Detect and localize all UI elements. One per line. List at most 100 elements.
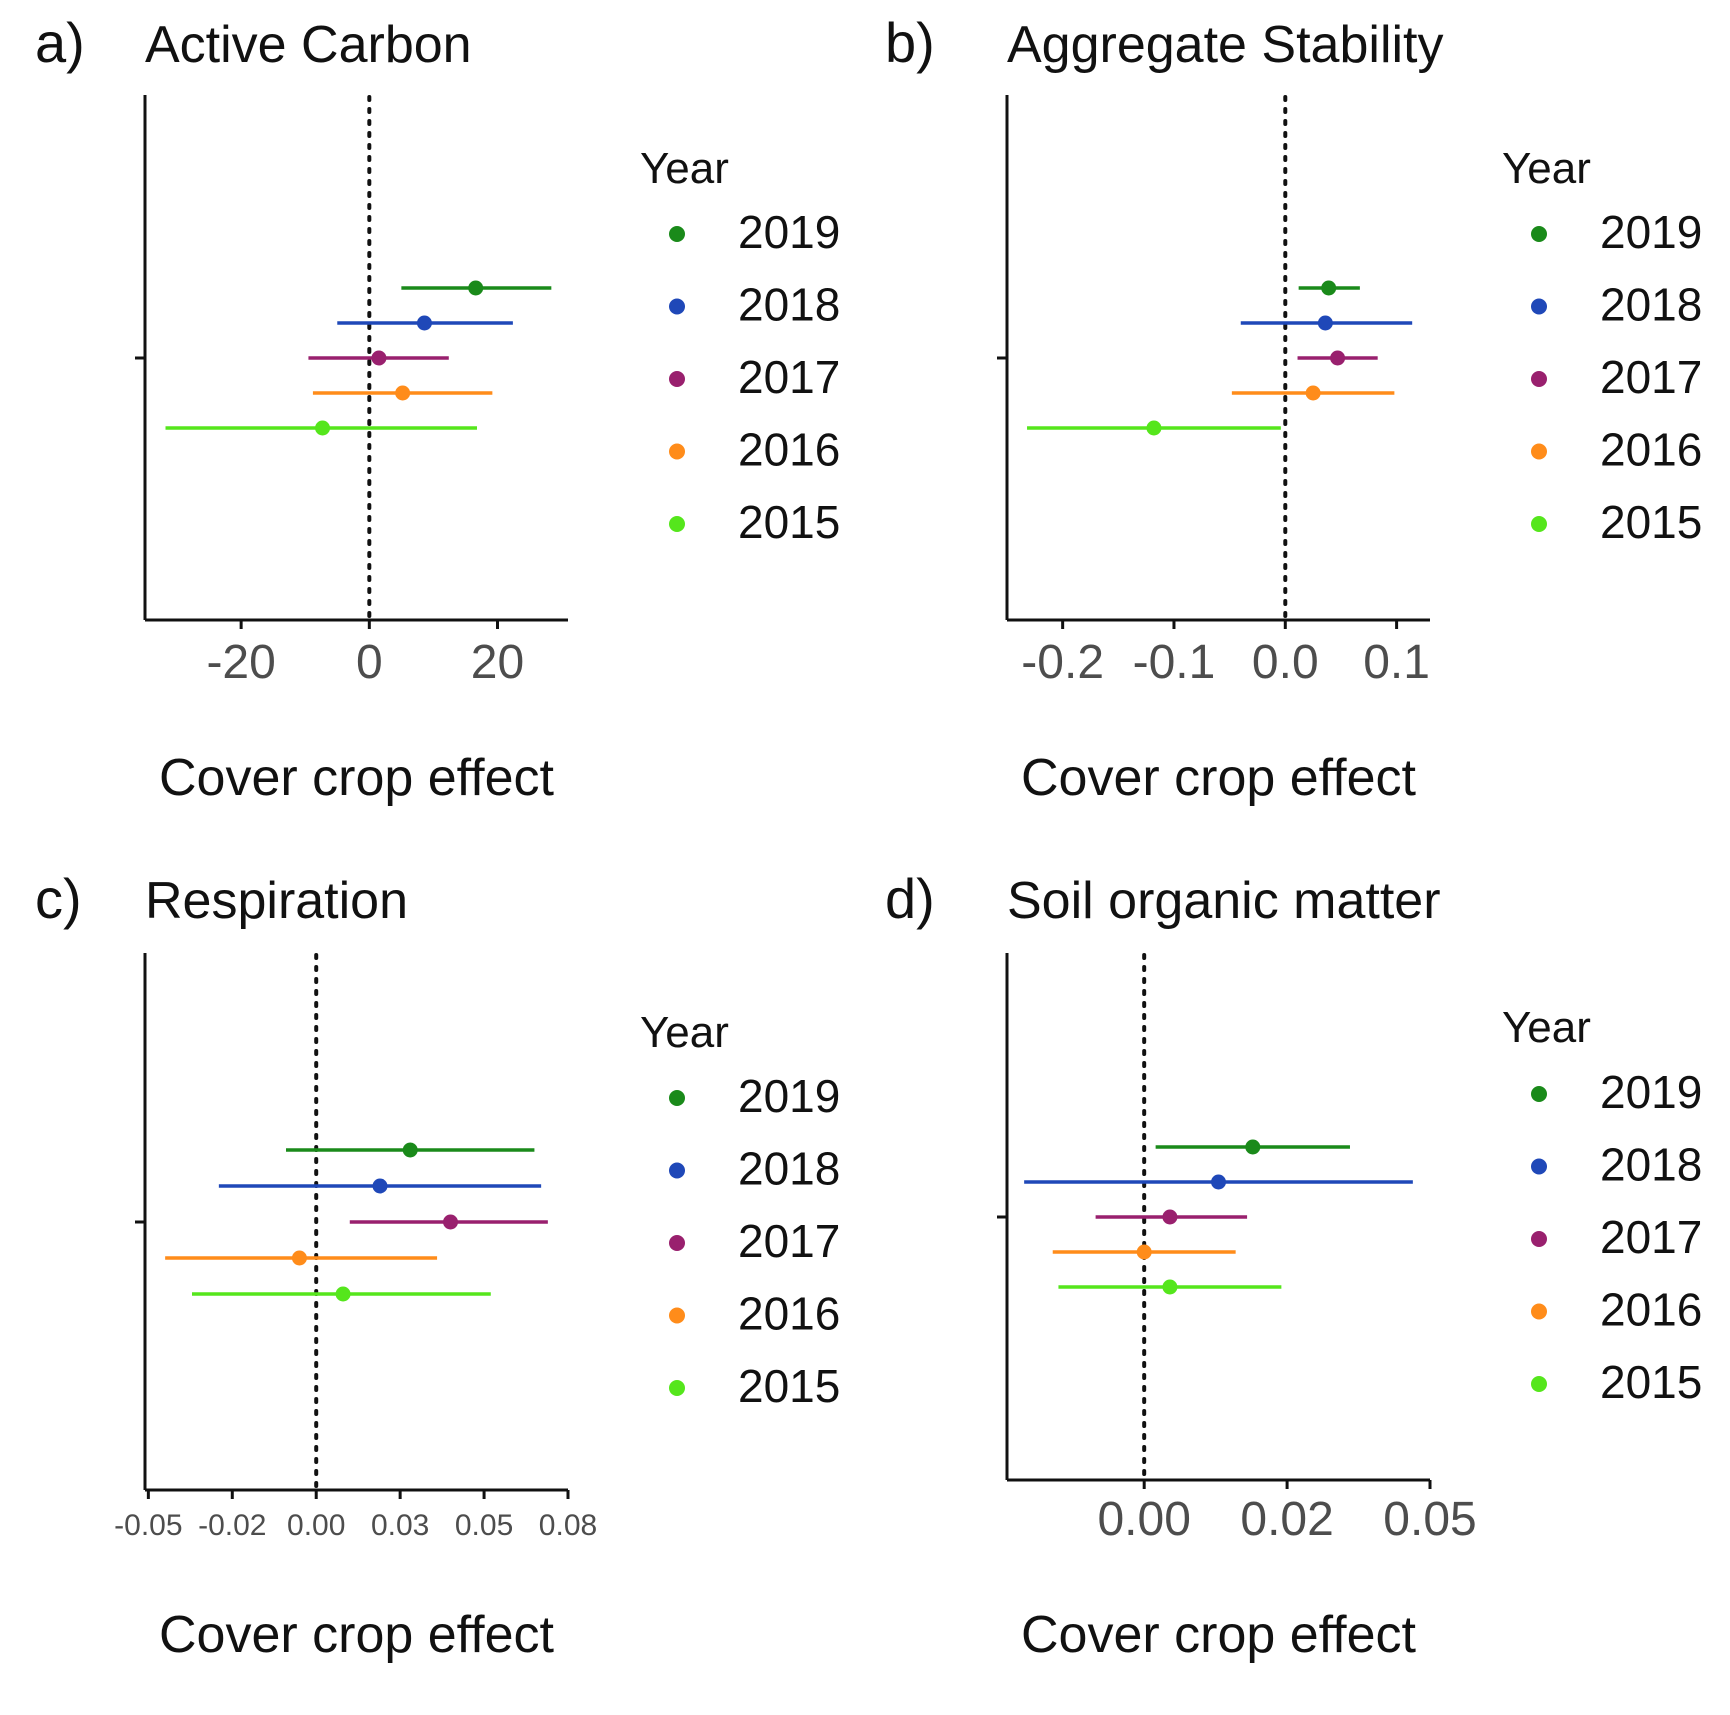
point-2015 (1162, 1279, 1178, 1295)
legend-key-2018 (669, 298, 685, 315)
panel-title: Active Carbon (145, 16, 472, 74)
legend-label-2017: 2017 (738, 351, 840, 403)
x-tick-label: -0.2 (1021, 636, 1104, 689)
legend-key-2016 (1531, 443, 1547, 460)
x-tick-label: -20 (206, 636, 275, 689)
legend-key-2015 (1531, 1376, 1547, 1392)
x-tick-label: 0 (356, 636, 383, 689)
x-tick-label: 0.0 (1252, 636, 1319, 689)
point-2019 (1321, 280, 1337, 296)
point-2017 (371, 350, 387, 366)
legend-label-2019: 2019 (738, 206, 840, 258)
x-tick-label: 0.00 (287, 1509, 345, 1542)
point-2015 (315, 420, 331, 436)
x-tick-label: 20 (471, 636, 524, 689)
point-2016 (395, 385, 411, 401)
legend-label-2019: 2019 (1600, 206, 1702, 258)
x-tick-label: 0.08 (539, 1509, 597, 1542)
panel-b: b) Aggregate Stability -0.2 -0.1 0.0 0.1 Cover… (885, 11, 1702, 807)
panel-letter: c) (35, 867, 82, 930)
legend-key-2015 (1531, 516, 1547, 532)
point-2019 (468, 280, 484, 296)
legend-key-2017 (1531, 1231, 1547, 1247)
x-tick-label: 0.02 (1240, 1493, 1333, 1546)
point-2018 (1211, 1174, 1226, 1190)
point-2017 (443, 1214, 458, 1230)
legend-key-2019 (669, 226, 685, 242)
legend-label-2018: 2018 (1600, 279, 1702, 331)
x-tick-label: 0.1 (1363, 636, 1430, 689)
point-2019 (1245, 1139, 1261, 1155)
x-tick-label: -0.1 (1133, 636, 1216, 689)
x-axis-label: Cover crop effect (1021, 1606, 1417, 1664)
legend-label-2015: 2015 (1600, 496, 1702, 548)
point-2016 (1136, 1244, 1152, 1260)
point-2018 (416, 315, 432, 331)
legend-label-2015: 2015 (1600, 1356, 1702, 1408)
legend-title: Year (1502, 144, 1591, 193)
legend-key-2019 (1531, 1086, 1547, 1102)
legend-title: Year (1502, 1003, 1591, 1052)
legend-key-2015 (669, 1380, 685, 1396)
legend-key-2016 (669, 1307, 685, 1324)
point-2017 (1330, 350, 1346, 366)
panel-letter: a) (35, 11, 85, 74)
x-tick-label: 0.00 (1097, 1493, 1190, 1546)
legend-key-2018 (1531, 298, 1547, 315)
x-axis-label: Cover crop effect (159, 1606, 555, 1664)
point-2019 (402, 1142, 418, 1158)
x-tick-label: 0.03 (371, 1509, 429, 1542)
legend-label-2017: 2017 (1600, 1211, 1702, 1263)
legend-label-2015: 2015 (738, 496, 840, 548)
point-2015 (335, 1286, 351, 1302)
legend-label-2019: 2019 (738, 1070, 840, 1122)
point-2018 (1317, 315, 1333, 331)
legend-label-2016: 2016 (738, 1288, 840, 1340)
legend-key-2018 (669, 1162, 685, 1179)
legend-key-2015 (669, 516, 685, 532)
legend-title: Year (640, 144, 729, 193)
panel-title: Respiration (145, 872, 408, 930)
legend-key-2017 (669, 1235, 685, 1251)
legend-label-2018: 2018 (738, 1143, 840, 1195)
panel-letter: b) (885, 11, 935, 74)
legend-key-2017 (1531, 371, 1547, 387)
legend-title: Year (640, 1008, 729, 1057)
panel-d: d) Soil organic matter 0.00 0.02 0.05 Cover c… (885, 867, 1702, 1664)
panel-c: c) Respiration -0.05 -0.02 0.00 0.03 0.05 0.08 C… (35, 867, 840, 1664)
x-tick-label: 0.05 (455, 1509, 513, 1542)
panel-title: Aggregate Stability (1007, 16, 1444, 74)
legend-key-2016 (669, 443, 685, 460)
legend-label-2017: 2017 (1600, 351, 1702, 403)
legend-key-2017 (669, 371, 685, 387)
legend-label-2016: 2016 (738, 424, 840, 476)
x-tick-label: -0.02 (198, 1509, 266, 1542)
panel-title: Soil organic matter (1007, 872, 1441, 930)
legend-label-2018: 2018 (1600, 1139, 1702, 1191)
legend-label-2017: 2017 (738, 1215, 840, 1267)
point-2018 (372, 1178, 388, 1194)
legend-label-2019: 2019 (1600, 1066, 1702, 1118)
point-2015 (1146, 420, 1162, 436)
x-tick-label: -0.05 (114, 1509, 182, 1542)
point-2017 (1162, 1209, 1178, 1225)
x-tick-label: 0.05 (1383, 1493, 1476, 1546)
legend-key-2018 (1531, 1158, 1547, 1175)
panel-a: a) Active Carbon -20 0 20 Cover crop effect Ye… (35, 11, 840, 807)
legend-key-2019 (1531, 226, 1547, 242)
legend-label-2016: 2016 (1600, 1284, 1702, 1336)
x-axis-label: Cover crop effect (1021, 749, 1417, 807)
legend-key-2019 (669, 1090, 685, 1106)
x-axis-label: Cover crop effect (159, 749, 555, 807)
point-2016 (1305, 385, 1321, 401)
point-2016 (291, 1250, 307, 1266)
legend-key-2016 (1531, 1303, 1547, 1320)
legend-label-2016: 2016 (1600, 424, 1702, 476)
legend-label-2018: 2018 (738, 279, 840, 331)
panel-letter: d) (885, 867, 935, 930)
